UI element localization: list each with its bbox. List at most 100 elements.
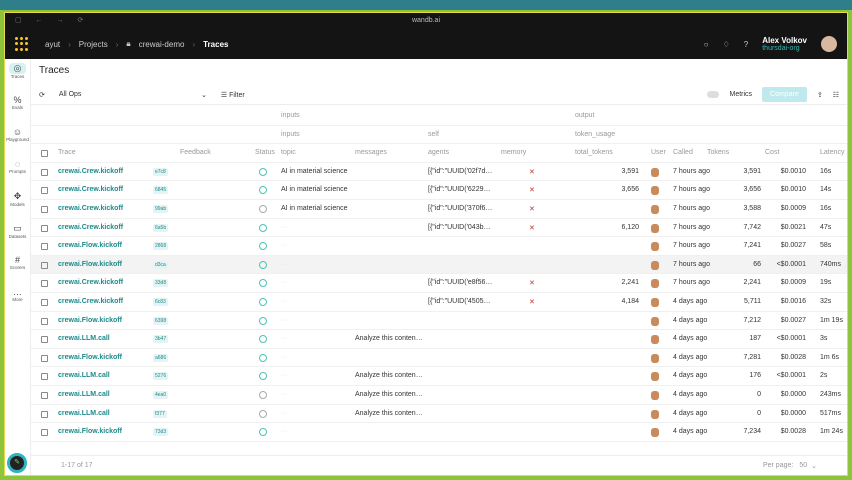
trace-name-link[interactable]: crewai.Crew.kickoff [58, 186, 124, 194]
breadcrumb-projects[interactable]: Projects [78, 39, 108, 49]
column-header-total_tokens[interactable]: total_tokens [575, 149, 613, 157]
trace-name-link[interactable]: crewai.LLM.call [58, 409, 110, 417]
row-checkbox[interactable] [41, 429, 48, 437]
table-row[interactable]: crewai.Flow.kickoff 2868 ··· 7 hours ago 7,2… [31, 237, 847, 256]
sidebar-item-scorers[interactable]: # Scorers [5, 251, 30, 283]
column-header-memory[interactable]: memory [501, 149, 527, 157]
table-row[interactable]: crewai.Crew.kickoff 6a5b ··· [{"id":"UUID('… [31, 219, 847, 238]
column-header-latency[interactable]: Latency [820, 149, 845, 157]
columns-icon[interactable]: ☷ [832, 91, 839, 99]
select-all-checkbox[interactable] [41, 150, 48, 158]
trace-name-link[interactable]: crewai.Flow.kickoff [58, 353, 122, 361]
row-checkbox[interactable] [41, 373, 48, 381]
table-row[interactable]: crewai.Flow.kickoff d3ca ··· 7 hours ago 66 <… [31, 255, 847, 275]
user-avatar[interactable] [651, 186, 659, 196]
table-row[interactable]: crewai.LLM.call 5276 ··· Analyze this conte… [31, 367, 847, 386]
help-icon[interactable]: ? [743, 39, 749, 49]
user-avatar[interactable] [651, 372, 659, 382]
user-avatar[interactable] [651, 391, 659, 400]
user-avatar[interactable] [651, 428, 659, 438]
table-row[interactable]: crewai.Crew.kickoff e7c8 AI in material sc… [31, 163, 847, 182]
per-page-select[interactable]: 50 [799, 462, 808, 469]
row-checkbox[interactable] [41, 168, 48, 176]
trace-name-link[interactable]: crewai.Crew.kickoff [58, 223, 124, 231]
row-checkbox[interactable] [41, 243, 48, 251]
ops-select[interactable]: All Ops ⌄ [59, 91, 207, 99]
trace-name-link[interactable]: crewai.Flow.kickoff [58, 428, 122, 436]
row-checkbox[interactable] [41, 206, 48, 213]
row-checkbox[interactable] [41, 392, 48, 399]
url-bar[interactable]: wandb.ai [411, 17, 441, 24]
compare-button[interactable]: Compare [762, 87, 807, 102]
column-header-user[interactable]: User [651, 149, 666, 157]
sidebar-item-datasets[interactable]: ▭ Datasets [5, 219, 30, 251]
column-header-tokens[interactable]: Tokens [707, 149, 730, 157]
trace-name-link[interactable]: crewai.Crew.kickoff [58, 298, 124, 305]
user-avatar[interactable] [651, 409, 659, 419]
user-avatar[interactable] [651, 316, 659, 326]
breadcrumb-entity[interactable]: ayut [45, 39, 61, 49]
table-row[interactable]: crewai.LLM.call f377 ··· Analyze this conte… [31, 405, 847, 424]
user-avatar[interactable] [651, 167, 659, 177]
breadcrumb-project[interactable]: crewai-demo [138, 39, 185, 49]
row-checkbox[interactable] [41, 299, 48, 306]
column-header-called[interactable]: Called [673, 149, 693, 157]
table-row[interactable]: crewai.LLM.call 4ea0 ··· Analyze this conte… [31, 386, 847, 405]
chat-fab-button[interactable]: ✎ [7, 453, 27, 473]
user-avatar[interactable] [651, 223, 659, 233]
user-avatar[interactable] [651, 205, 659, 214]
trace-name-link[interactable]: crewai.Crew.kickoff [58, 279, 124, 287]
table-row[interactable]: crewai.Flow.kickoff 6398 ··· 4 days ago 7,21… [31, 312, 847, 331]
column-header-trace[interactable]: Trace [58, 149, 76, 157]
search-icon[interactable]: ○ [703, 39, 709, 49]
user-avatar[interactable] [651, 335, 659, 345]
trace-name-link[interactable]: crewai.Flow.kickoff [58, 316, 122, 324]
filter-button[interactable]: ☰ Filter [221, 91, 245, 99]
row-checkbox[interactable] [41, 261, 48, 269]
table-row[interactable]: crewai.Crew.kickoff 33d8 ··· [{"id":"UUID('… [31, 274, 847, 293]
sidebar-item-traces[interactable]: ◎ Traces [5, 59, 30, 91]
trace-name-link[interactable]: crewai.LLM.call [58, 391, 110, 398]
user-avatar[interactable] [651, 242, 659, 252]
trace-name-link[interactable]: crewai.LLM.call [58, 335, 110, 343]
browser-nav-icons[interactable]: ▢ ← → ⟳ [15, 17, 90, 24]
user-avatar[interactable] [651, 279, 659, 289]
table-row[interactable]: crewai.Crew.kickoff 99ab AI in material sc… [31, 200, 847, 219]
column-header-messages[interactable]: messages [355, 149, 387, 157]
sidebar-item-playground[interactable]: ☺ Playground [5, 123, 30, 155]
refresh-icon[interactable]: ⟳ [39, 91, 45, 99]
bell-icon[interactable]: ♢ [722, 39, 730, 49]
sidebar-item-evals[interactable]: % Evals [5, 91, 30, 123]
user-menu[interactable]: Alex Volkov thursdai-org [762, 36, 807, 52]
sidebar-item-prompts[interactable]: ◌ Prompts [5, 155, 30, 187]
column-header-agents[interactable]: agents [428, 149, 450, 157]
avatar[interactable] [821, 36, 837, 52]
column-header-cost[interactable]: Cost [765, 149, 780, 157]
row-checkbox[interactable] [41, 336, 48, 344]
column-header-status[interactable]: Status [255, 149, 275, 157]
sidebar-item-models[interactable]: ✥ Models [5, 187, 30, 219]
table-row[interactable]: crewai.LLM.call 3b47 ··· Analyze this conte… [31, 330, 847, 349]
trace-name-link[interactable]: crewai.Flow.kickoff [58, 260, 122, 268]
table-row[interactable]: crewai.Crew.kickoff 6c83 ··· [{"id":"UUID('… [31, 293, 847, 312]
metrics-toggle[interactable] [707, 91, 720, 98]
row-checkbox[interactable] [41, 317, 48, 325]
table-row[interactable]: crewai.Flow.kickoff a686 ··· 4 days ago 7,28… [31, 349, 847, 368]
user-avatar[interactable] [651, 298, 659, 307]
user-avatar[interactable] [651, 260, 659, 270]
row-checkbox[interactable] [41, 410, 48, 418]
wandb-logo[interactable] [15, 37, 29, 51]
column-header-topic[interactable]: topic [281, 149, 296, 157]
row-checkbox[interactable] [41, 354, 48, 362]
trace-name-link[interactable]: crewai.Crew.kickoff [58, 167, 124, 175]
trace-name-link[interactable]: crewai.Flow.kickoff [58, 242, 122, 250]
table-row[interactable]: crewai.Crew.kickoff 6845 AI in material sc… [31, 181, 847, 200]
trace-name-link[interactable]: crewai.LLM.call [58, 372, 110, 380]
user-avatar[interactable] [651, 353, 659, 363]
row-checkbox[interactable] [41, 280, 48, 288]
table-row[interactable]: crewai.Flow.kickoff 73d3 ··· 4 days ago 7,23… [31, 423, 847, 442]
row-checkbox[interactable] [41, 224, 48, 232]
sidebar-item-more[interactable]: … More [5, 283, 30, 315]
row-checkbox[interactable] [41, 187, 48, 195]
export-icon[interactable]: ⇪ [816, 91, 823, 99]
